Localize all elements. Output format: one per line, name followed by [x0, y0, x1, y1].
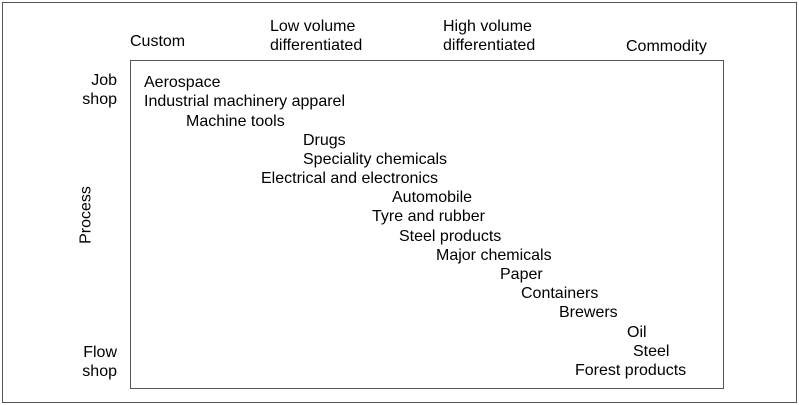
row-job-shop-line1: Job [91, 72, 117, 89]
industry-aerospace: Aerospace [144, 74, 221, 91]
industry-drugs: Drugs [303, 132, 346, 149]
column-low-volume-line1: Low volume [270, 18, 356, 35]
matrix-box [130, 60, 724, 389]
industry-tyre-rubber: Tyre and rubber [372, 208, 485, 225]
row-job-shop-line2: shop [82, 91, 117, 108]
industry-brewers: Brewers [559, 304, 618, 321]
process-axis-label: Process [77, 186, 95, 244]
industry-steel-products: Steel products [399, 228, 502, 245]
column-high-volume-line2: differentiated [443, 37, 536, 54]
industry-automobile: Automobile [392, 189, 473, 206]
industry-machine-tools: Machine tools [186, 113, 285, 130]
industry-oil: Oil [627, 324, 647, 341]
industry-electrical-electronics: Electrical and electronics [261, 170, 438, 187]
industry-forest-products: Forest products [575, 362, 687, 379]
column-low-volume-line2: differentiated [270, 37, 363, 54]
column-high-volume-line1: High volume [443, 18, 532, 35]
industry-steel: Steel [633, 343, 670, 360]
industry-speciality-chemicals: Speciality chemicals [303, 151, 448, 168]
industry-containers: Containers [521, 285, 599, 302]
column-custom: Custom [130, 33, 186, 50]
industry-industrial-machinery: Industrial machinery apparel [144, 93, 345, 110]
column-commodity: Commodity [626, 38, 707, 55]
industry-paper: Paper [500, 266, 543, 283]
industry-major-chemicals: Major chemicals [436, 247, 552, 264]
row-flow-shop-line2: shop [82, 363, 117, 380]
row-flow-shop-line1: Flow [83, 344, 117, 361]
